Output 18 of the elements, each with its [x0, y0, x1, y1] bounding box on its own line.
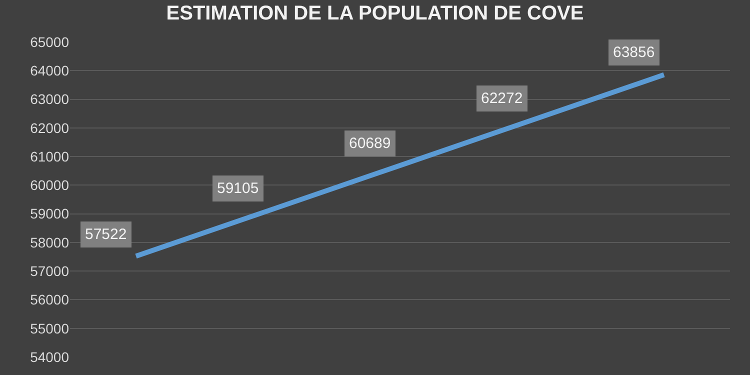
data-label: 59105 — [217, 180, 259, 197]
y-tick-label: 55000 — [30, 320, 70, 336]
y-tick-label: 57000 — [30, 262, 70, 279]
y-tick-label: 54000 — [30, 348, 70, 365]
y-tick-label: 60000 — [30, 177, 70, 194]
y-tick-label: 58000 — [30, 234, 70, 250]
y-tick-label: 59000 — [30, 206, 70, 222]
y-tick-label: 61000 — [30, 148, 70, 164]
data-label: 57522 — [85, 226, 127, 243]
y-tick-label: 62000 — [30, 120, 70, 136]
y-tick-label: 63000 — [30, 91, 70, 108]
data-label: 62272 — [481, 90, 523, 107]
chart-title: ESTIMATION DE LA POPULATION DE COVE — [166, 2, 584, 25]
y-tick-label: 56000 — [30, 292, 70, 308]
data-label: 63856 — [613, 44, 655, 61]
y-tick-label: 64000 — [30, 62, 70, 79]
y-tick-label: 65000 — [30, 34, 70, 50]
data-label: 60689 — [349, 135, 391, 152]
